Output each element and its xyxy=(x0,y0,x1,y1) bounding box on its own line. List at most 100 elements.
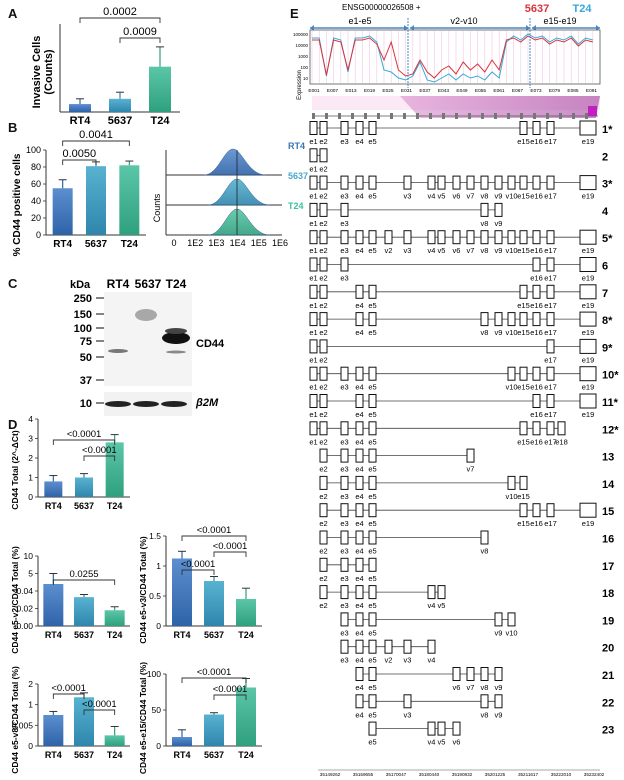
isoform-exon-label: e17 xyxy=(544,137,557,146)
exon-tick-label: E031 xyxy=(401,88,413,94)
isoform-exon-label: v10 xyxy=(505,192,517,201)
panel-d-v2-category-T24: T24 xyxy=(107,630,123,640)
isoform-exon-label: v7 xyxy=(467,465,475,474)
expression-tick: 1000 xyxy=(298,54,309,59)
blot-marker-label: 250 xyxy=(74,293,92,305)
isoform-exon-e19 xyxy=(579,257,597,272)
panel-d-v2-bar-5637 xyxy=(74,597,94,626)
isoform-exon-e3 xyxy=(340,475,349,490)
isoform-2: e1 e2 2 xyxy=(309,148,608,173)
isoform-number: 17 xyxy=(602,561,614,573)
isoform-exon-label: e1 xyxy=(309,301,317,310)
isoform-exon-v8 xyxy=(480,667,489,681)
isoform-exon-label: v4 xyxy=(428,246,436,255)
expression-trace-T24 xyxy=(312,33,593,83)
isoform-exon-label: v2 xyxy=(385,656,393,665)
isoform-exon-label: v10 xyxy=(505,628,517,637)
blot-marker-label: 50 xyxy=(80,352,92,364)
exon-tick-label: E067 xyxy=(512,88,524,94)
isoform-exon-e17 xyxy=(546,339,555,354)
blot-band-b2m-5637 xyxy=(133,401,159,407)
isoform-20: e3 e4 e5 v2 v3 v4 20 xyxy=(340,639,614,665)
isoform-exon-v9 xyxy=(494,694,503,709)
isoform-number: 10* xyxy=(602,370,619,382)
cd44-band-label: CD44 xyxy=(196,338,225,350)
panel-a-category-RT4: RT4 xyxy=(70,115,92,127)
isoform-exon-label: v3 xyxy=(404,192,412,201)
panel-d-total-bar-5637 xyxy=(75,477,93,497)
flow-xtick-label: 0 xyxy=(171,238,176,248)
blot-lane-label: RT4 xyxy=(107,277,130,291)
isoform-exon-e4 xyxy=(355,312,364,327)
isoform-13: e2 e3 e4 e5 v7 13 xyxy=(319,448,614,474)
isoform-exon-e5 xyxy=(368,175,377,190)
isoform-exon-label: e2 xyxy=(319,328,327,337)
isoform-exon-v5 xyxy=(437,175,446,190)
isoform-8*: e1 e2 e4 e5 v8 v9 v10 e15 e16 e17 e19 8* xyxy=(309,311,613,337)
isoform-exon-label: e5 xyxy=(368,383,376,392)
isoform-exon-e1 xyxy=(309,339,318,354)
panel-b-flow-histograms: Counts RT4 5637 T24 0 1E2 1E3 1E4 1E5 1E6 xyxy=(152,141,308,248)
isoform-10*: e1 e2 e3 e4 e5 v10 e15 e16 e17 e19 10* xyxy=(309,366,619,392)
isoform-exon-v8 xyxy=(480,530,489,545)
flow-xtick-label: 1E2 xyxy=(187,238,203,248)
isoform-exon-label: e16 xyxy=(530,519,543,528)
isoform-exon-e2 xyxy=(319,202,328,217)
isoform-exon-label: v8 xyxy=(481,192,489,201)
exon-tick-label: E091 xyxy=(586,88,598,94)
isoform-exon-e4 xyxy=(355,530,364,545)
panel-d-v3-ytick-label: 0 xyxy=(156,621,161,631)
line-label-5637: 5637 xyxy=(525,3,549,15)
isoform-exon-v7 xyxy=(466,448,475,463)
panel-d-v8-pvalue: <0.0001 xyxy=(82,699,117,710)
isoform-exon-label: v8 xyxy=(481,246,489,255)
isoform-exon-label: e4 xyxy=(355,192,363,201)
panel-d-v3-bar-RT4 xyxy=(172,558,192,626)
exon-tick-label: E043 xyxy=(438,88,450,94)
panel-d-v8-category-RT4: RT4 xyxy=(45,750,62,760)
isoform-exon-label: e17 xyxy=(544,355,557,364)
isoform-exon-label: v8 xyxy=(481,328,489,337)
isoform-exon-v4 xyxy=(427,721,436,736)
isoform-exon-label: e5 xyxy=(368,246,376,255)
isoform-exon-label: e3 xyxy=(340,219,348,228)
isoform-11*: e1 e2 e4 e5 e16 e17 e19 11* xyxy=(309,393,619,419)
exon-tick-label: E001 xyxy=(308,88,320,94)
isoform-exon-label: e19 xyxy=(582,410,595,419)
isoform-number: 19 xyxy=(602,615,614,627)
isoform-exon-e17 xyxy=(546,230,555,245)
isoform-exon-v6 xyxy=(452,175,461,190)
panel-a-pvalue-bracket xyxy=(79,17,161,23)
gene-model-exon xyxy=(390,113,393,119)
expression-tick: 10 xyxy=(303,76,309,81)
isoform-exon-v5 xyxy=(437,721,446,736)
panel-d-total-pvalue-bracket xyxy=(52,439,116,445)
isoform-exon-label: e4 xyxy=(355,328,363,337)
exon-tick-label: E013 xyxy=(345,88,357,94)
isoform-number: 3* xyxy=(602,179,613,191)
isoform-exon-e2 xyxy=(319,121,328,135)
isoform-exon-label: e4 xyxy=(355,601,363,610)
isoform-exon-label: e4 xyxy=(355,574,363,583)
panel-d-v2-chart: CD44 e5-v2/CD44 Total (%)0.00 0.02 0.04 5 10… xyxy=(10,546,130,654)
isoform-exon-label: e17 xyxy=(544,437,557,446)
isoform-exon-label: e2 xyxy=(319,437,327,446)
isoform-exon-label: e3 xyxy=(340,656,348,665)
flow-histogram-T24 xyxy=(207,208,271,236)
isoform-exon-label: e2 xyxy=(319,246,327,255)
isoform-exon-label: v10 xyxy=(505,383,517,392)
isoform-exon-label: e4 xyxy=(355,492,363,501)
isoform-number: 1* xyxy=(602,124,613,136)
isoform-exon-label: e3 xyxy=(340,274,348,283)
isoform-number: 4 xyxy=(602,206,609,218)
panel-a-bar-T24 xyxy=(149,66,171,112)
panel-b-ytick-label: 60 xyxy=(31,179,41,189)
isoform-exon-label: v6 xyxy=(453,192,461,201)
isoform-exon-label: e3 xyxy=(340,437,348,446)
isoform-exon-label: v4 xyxy=(428,656,436,665)
isoform-exon-label: e16 xyxy=(530,137,543,146)
isoform-exon-label: v9 xyxy=(495,192,503,201)
panel-d-total-ylabel: CD44 Total (2^-ΔCt) xyxy=(10,430,20,510)
isoform-exon-label: v4 xyxy=(428,601,436,610)
coordinate-label: 35159655 xyxy=(353,772,374,777)
